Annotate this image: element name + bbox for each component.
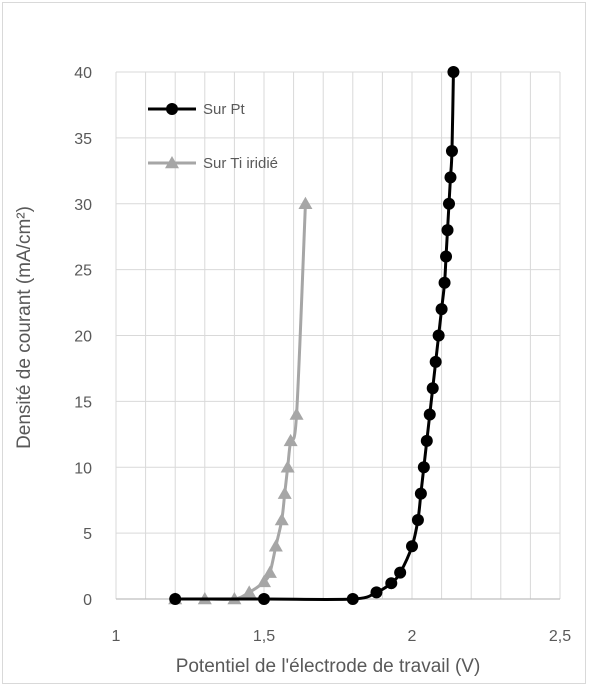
y-tick-label: 30 [74,197,92,214]
data-point [385,577,398,590]
data-point [242,585,257,598]
x-tick-label: 1,5 [253,628,275,645]
data-point [411,513,424,526]
grid [115,71,561,600]
y-tick-labels: 0 5 10 15 20 25 30 35 40 [74,65,92,609]
legend: Sur Pt Sur Ti iridié [148,101,278,172]
data-point [298,196,313,209]
data-point [280,460,295,473]
data-point [417,461,430,474]
data-point [370,586,383,599]
y-tick-label: 0 [83,592,92,609]
data-point [283,433,298,447]
data-point [443,197,455,210]
data-point [426,382,439,395]
data-point [406,540,418,553]
y-tick-label: 5 [83,526,92,543]
x-tick-label: 2,5 [549,628,571,645]
data-point [447,66,460,78]
legend-label: Sur Pt [203,101,246,118]
y-tick-label: 40 [74,65,92,82]
data-point [346,593,359,605]
y-axis-title: Densité de courant (mA/cm²) [14,206,35,449]
data-point [268,539,283,552]
series-pt [169,66,460,605]
data-point [394,566,407,579]
legend-swatch-marker [165,156,179,169]
y-tick-label: 15 [74,394,92,411]
legend-item: Sur Ti iridié [148,155,278,172]
data-point [262,565,277,578]
series-layer [168,66,460,605]
legend-item: Sur Pt [148,101,246,118]
y-tick-label: 35 [74,131,92,148]
data-point [414,487,427,500]
data-point [274,512,289,526]
series-ti-iridie [168,196,313,605]
y-tick-label: 20 [74,329,92,346]
data-point [432,329,445,342]
y-tick-label: 25 [74,263,92,280]
legend-swatch-marker [166,103,178,115]
data-point [438,276,451,289]
x-tick-labels: 1 1,5 2 2,5 [112,628,572,645]
legend-label: Sur Ti iridié [203,155,278,172]
data-point [423,408,436,421]
data-point [429,355,442,368]
data-point [445,145,458,158]
data-point [435,303,448,316]
data-point [441,224,454,237]
data-point [258,593,270,605]
data-point [289,407,304,420]
y-tick-label: 10 [74,460,92,477]
x-tick-label: 1 [112,628,121,645]
data-point [277,486,292,499]
data-point [444,171,457,184]
x-axis-title: Potentiel de l'électrode de travail (V) [176,656,481,677]
x-tick-label: 2 [408,628,417,645]
data-point [169,593,182,605]
data-point [420,434,433,447]
data-point [440,250,453,263]
data-point [257,574,271,588]
